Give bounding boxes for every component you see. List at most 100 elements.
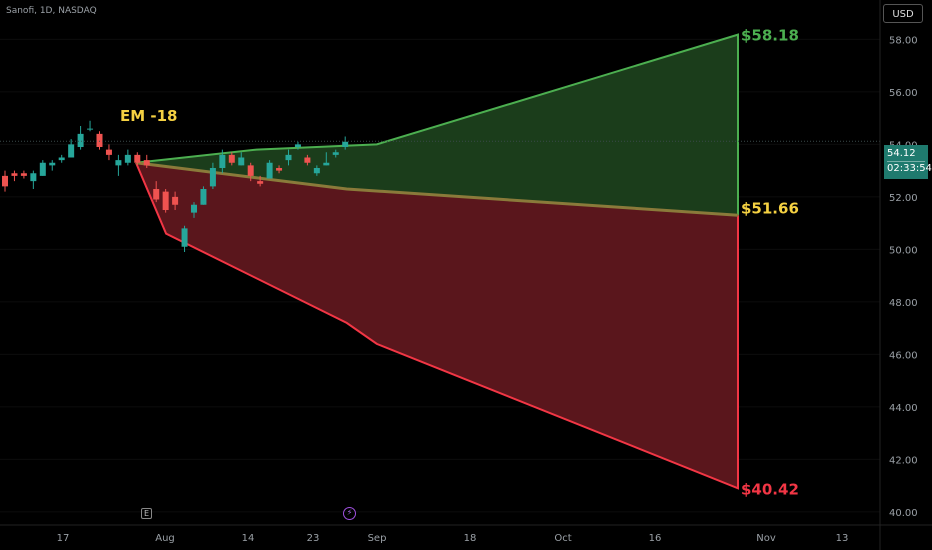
y-tick-label: 58.00 <box>889 35 918 46</box>
candle <box>323 152 330 166</box>
candle-body <box>342 141 349 147</box>
candle <box>124 149 131 166</box>
candle <box>228 152 235 166</box>
candle <box>143 154 150 168</box>
candle <box>294 141 301 150</box>
candlesticks <box>2 120 349 252</box>
upper-band-line <box>135 33 739 216</box>
x-tick-label: 14 <box>242 533 255 544</box>
candle-body <box>58 157 65 161</box>
candle-body <box>96 133 103 147</box>
candle-body <box>143 160 150 166</box>
candle-body <box>134 154 141 163</box>
candle-body <box>200 189 207 205</box>
candle <box>191 202 197 218</box>
y-tick-label: 46.00 <box>889 350 918 361</box>
y-tick-label: 50.00 <box>889 245 918 256</box>
x-tick-label: Aug <box>155 533 175 544</box>
candle <box>77 126 84 150</box>
candle <box>134 152 141 166</box>
candle-body <box>247 165 254 176</box>
candle-body <box>313 168 320 174</box>
expected-move-bands <box>135 33 739 490</box>
candle <box>20 170 27 179</box>
x-tick-label: 18 <box>464 533 477 544</box>
currency-button[interactable]: USD <box>883 4 923 23</box>
mid-target-label: $51.66 <box>741 199 799 217</box>
candle <box>304 154 311 166</box>
candle <box>58 154 65 163</box>
candle-body <box>238 157 245 166</box>
candle <box>276 165 283 174</box>
candle <box>200 186 207 205</box>
candle-body <box>219 154 226 168</box>
candle <box>285 149 292 166</box>
candle <box>2 170 8 192</box>
x-tick-label: 16 <box>649 533 662 544</box>
candle-body <box>124 154 131 163</box>
x-tick-label: Nov <box>756 533 776 544</box>
candle <box>11 170 18 182</box>
candle-body <box>68 144 75 158</box>
candle <box>105 144 112 161</box>
candle <box>247 162 254 182</box>
candle <box>39 160 46 176</box>
candle-body <box>191 204 197 213</box>
y-tick-label: 42.00 <box>889 455 918 466</box>
candle <box>219 149 226 174</box>
y-tick-label: 40.00 <box>889 508 918 519</box>
candle-body <box>266 162 273 179</box>
candle <box>181 225 188 252</box>
candle-body <box>294 144 301 147</box>
earnings-event-marker[interactable]: E <box>141 508 152 519</box>
upper-band-fill <box>136 34 738 216</box>
candle-body <box>11 173 18 176</box>
last-price-tag: 54.12 02:33:54 <box>884 145 932 179</box>
candle-body <box>2 175 8 187</box>
em-label: EM -18 <box>120 107 178 125</box>
candle-body <box>39 162 46 176</box>
y-tick-label: 56.00 <box>889 88 918 99</box>
dividend-event-marker[interactable]: ⚡ <box>343 507 356 520</box>
x-tick-label: 17 <box>57 533 70 544</box>
candle <box>172 191 179 210</box>
candle-body <box>332 152 339 155</box>
candle <box>30 170 37 189</box>
x-tick-label: 13 <box>836 533 849 544</box>
candle-body <box>304 157 311 163</box>
x-tick-label: 23 <box>307 533 320 544</box>
candle <box>87 120 94 132</box>
candle-body <box>323 162 330 166</box>
candle-body <box>276 168 283 171</box>
candle-body <box>172 196 179 205</box>
candle <box>153 181 160 203</box>
candle <box>115 154 122 176</box>
candle-body <box>181 228 188 247</box>
symbol-label: Sanofi, 1D, NASDAQ <box>6 6 97 16</box>
candle <box>96 131 103 150</box>
candle <box>313 165 320 176</box>
upper-target-label: $58.18 <box>741 27 799 45</box>
candle <box>209 162 216 189</box>
candle-body <box>153 189 160 200</box>
candle-body <box>105 149 112 155</box>
y-tick-label: 44.00 <box>889 403 918 414</box>
middle-band-line <box>135 161 739 217</box>
candle <box>238 152 245 166</box>
candle-body <box>49 162 56 166</box>
candle-body <box>162 191 169 210</box>
x-tick-label: Sep <box>368 533 387 544</box>
candle-body <box>285 154 292 161</box>
lower-band-line <box>135 162 739 490</box>
annotations: EM -18 $58.18 $51.66 $40.42 <box>120 27 799 499</box>
bar-countdown: 02:33:54 <box>887 161 932 174</box>
candle-body <box>115 160 122 166</box>
candle <box>266 160 273 179</box>
lower-target-label: $40.42 <box>741 480 799 498</box>
candle-body <box>77 133 84 147</box>
candle-body <box>30 173 37 182</box>
last-price-value: 54.12 <box>887 148 916 159</box>
candle <box>49 160 56 171</box>
candle-body <box>209 168 216 187</box>
